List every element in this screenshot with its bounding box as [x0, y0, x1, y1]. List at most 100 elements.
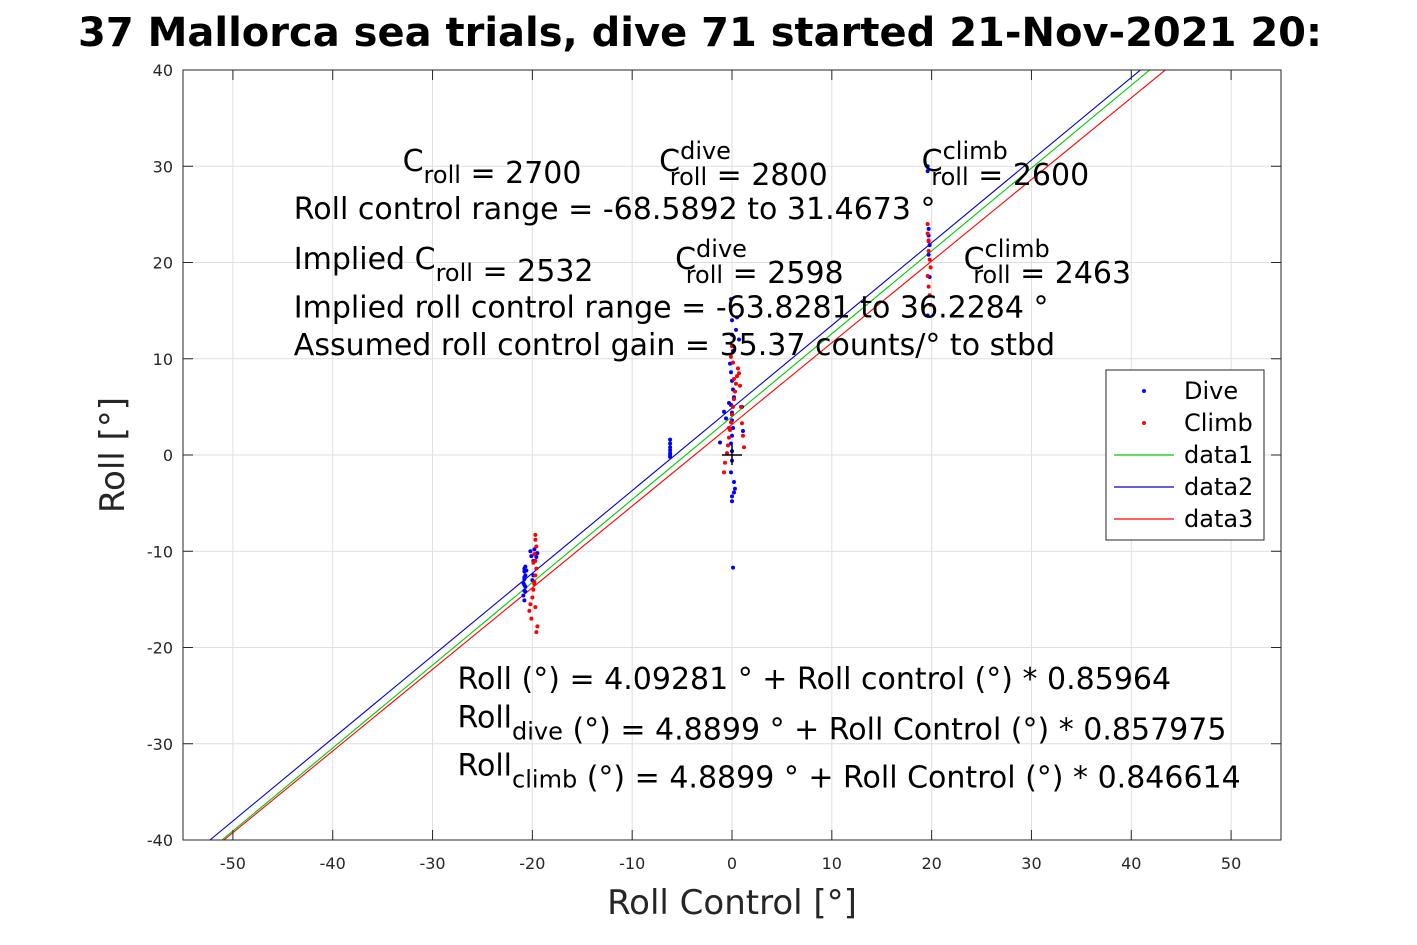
climb-point — [927, 293, 932, 298]
legend-entry-data2[interactable]: data2 — [1114, 473, 1253, 501]
dive-point — [724, 416, 729, 421]
annotation-fit-climb: Rollclimb (°) = 4.8899 ° + Roll Control … — [458, 749, 1241, 796]
legend-entry-data1[interactable]: data1 — [1114, 441, 1253, 469]
dive-point — [668, 441, 673, 446]
climb-point — [532, 552, 537, 557]
y-tick-label: 0 — [163, 446, 173, 465]
annotation-implied-roll-control-range: Implied roll control range = -63.8281 to… — [294, 290, 1049, 325]
x-tick-label: -10 — [619, 854, 645, 873]
dive-point — [730, 494, 734, 499]
climb-point — [533, 605, 538, 610]
legend-entry-dive[interactable]: Dive — [1142, 377, 1238, 405]
y-tick-label: 30 — [153, 157, 173, 176]
dive-point — [523, 564, 528, 569]
climb-point — [729, 354, 734, 359]
y-tick-label: 40 — [153, 61, 173, 80]
dive-point — [730, 565, 735, 570]
climb-point — [529, 616, 534, 621]
climb-point — [527, 608, 532, 613]
annotation-roll-control-range: Roll control range = -68.5892 to 31.4673… — [294, 192, 936, 227]
dive-point — [668, 454, 673, 459]
dive-point — [668, 445, 673, 450]
series-line-data1 — [221, 70, 1151, 840]
dive-point — [925, 164, 930, 169]
legend[interactable]: Dive Climb data1 data2 data3 — [1105, 369, 1265, 541]
y-tick-label: -10 — [147, 542, 173, 561]
y-tick-label: 10 — [153, 350, 173, 369]
y-axis-label: Roll [°] — [93, 397, 133, 513]
axis-ticks: -50 -40 -30 -20 -10 0 10 20 30 40 50 -40 -30 -20 -10 0 1… — [147, 61, 1281, 873]
annotation-fit-all: Roll (°) = 4.09281 ° + Roll control (°) … — [458, 662, 1172, 697]
climb-point — [925, 273, 930, 278]
climb-point — [733, 381, 738, 386]
x-tick-label: -50 — [220, 854, 246, 873]
climb-point — [926, 284, 931, 289]
dive-point — [522, 598, 527, 603]
dive-point — [736, 337, 741, 342]
climb-point — [535, 624, 540, 629]
annotation-assumed-gain: Assumed roll control gain = 35.37 counts… — [294, 328, 1055, 363]
annotation-fit-dive: Rolldive (°) = 4.8899 ° + Roll Control (… — [458, 700, 1227, 747]
dive-point — [668, 437, 673, 442]
dive-point — [925, 169, 930, 174]
climb-point — [531, 560, 536, 565]
dive-point — [522, 582, 527, 587]
climb-point — [925, 231, 930, 236]
legend-entry-data3[interactable]: data3 — [1114, 505, 1253, 533]
climb-point — [727, 426, 732, 431]
dive-point — [729, 370, 734, 375]
dive-point — [926, 252, 931, 257]
climb-point — [530, 595, 535, 600]
climb-point — [532, 581, 537, 586]
climb-point — [730, 360, 735, 365]
climb-point — [722, 470, 727, 475]
climb-point — [531, 587, 536, 592]
dive-point — [730, 499, 734, 504]
y-tick-label: 20 — [153, 254, 173, 273]
y-tick-label: -30 — [147, 735, 173, 754]
climb-point — [729, 420, 734, 425]
origin-marker — [722, 445, 742, 465]
climb-point — [533, 532, 538, 537]
dive-point — [718, 440, 723, 445]
legend-label: Climb — [1184, 409, 1253, 437]
climb-point — [534, 630, 539, 635]
climb-point — [730, 412, 734, 417]
dive-point — [524, 568, 529, 573]
dive-point — [731, 490, 736, 495]
legend-entry-climb[interactable]: Climb — [1142, 409, 1253, 437]
dive-point — [727, 401, 732, 406]
x-axis-label: Roll Control [°] — [607, 883, 857, 923]
dive-point — [529, 554, 534, 559]
dive-point — [925, 313, 930, 318]
dive-point — [729, 441, 734, 446]
climb-point — [740, 433, 745, 438]
dive-point — [730, 318, 734, 323]
annotation-implied-c-roll-dive: Cdive roll = 2598 — [675, 235, 844, 291]
climb-point — [731, 376, 736, 381]
series-line-data3 — [223, 70, 1167, 840]
fit-lines — [209, 70, 1167, 840]
climb-point — [738, 404, 743, 409]
dive-point — [740, 428, 745, 433]
annotation-implied-c-roll: Implied Croll = 2532 — [294, 242, 594, 289]
climb-point — [928, 302, 933, 307]
dive-point — [731, 479, 736, 484]
dive-point — [523, 589, 528, 594]
x-tick-label: 30 — [1021, 854, 1041, 873]
climb-point — [723, 460, 728, 465]
climb-point — [534, 544, 539, 549]
climb-point — [927, 257, 932, 262]
dive-point — [734, 315, 739, 320]
climb-point — [926, 239, 931, 244]
x-tick-label: -30 — [419, 854, 445, 873]
dive-point — [532, 547, 537, 552]
x-tick-label: 10 — [822, 854, 842, 873]
climb-point — [737, 383, 742, 388]
climb-point — [734, 374, 739, 379]
climb-point — [731, 397, 736, 402]
climb-point — [926, 248, 931, 253]
climb-point — [730, 404, 735, 409]
legend-label: data3 — [1184, 505, 1253, 533]
